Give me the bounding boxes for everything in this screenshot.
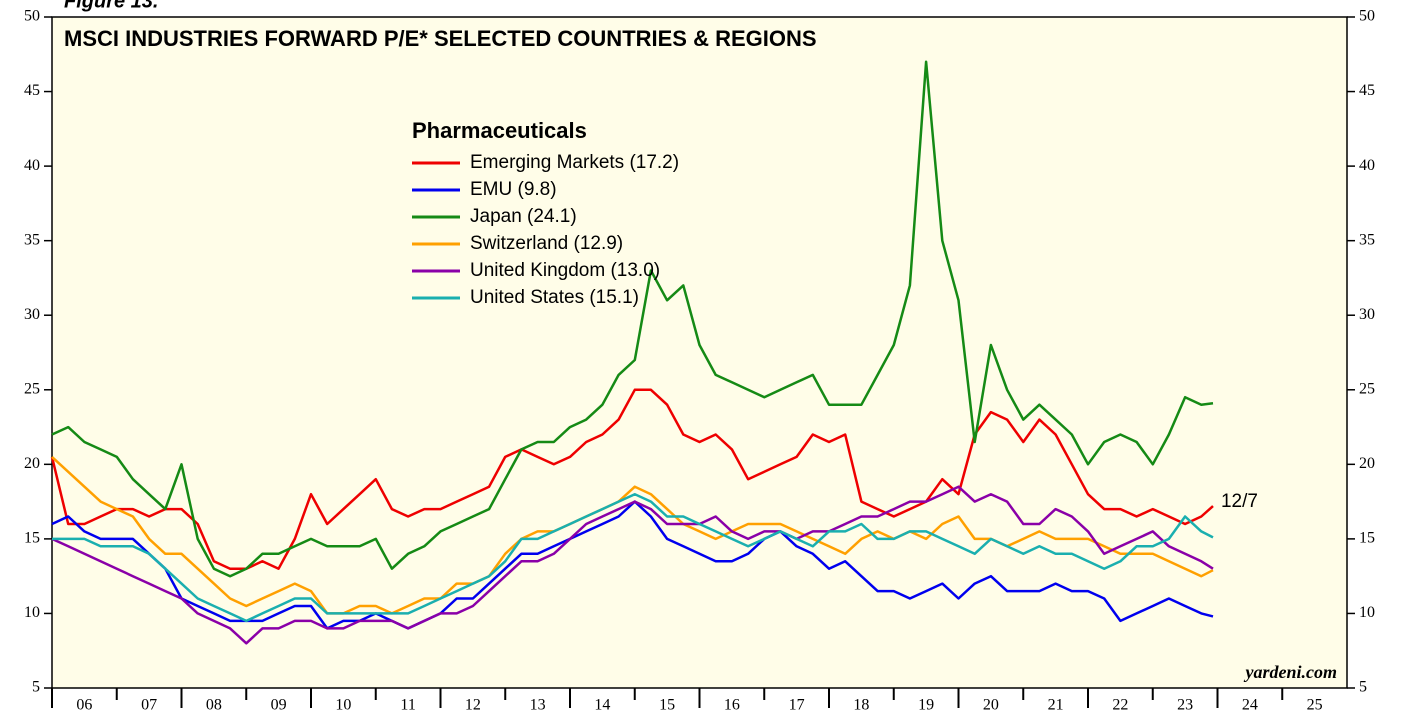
- y-tick-label: 50: [24, 8, 40, 25]
- legend-label: Emerging Markets (17.2): [470, 152, 679, 173]
- series-line: [51, 60, 1214, 578]
- y-tick-label: 10: [24, 604, 40, 621]
- legend-title: Pharmaceuticals: [412, 118, 587, 143]
- x-tick-label: 17: [789, 697, 805, 714]
- y-tick-label: 5: [32, 679, 40, 696]
- y2-tick-label: 40: [1359, 157, 1375, 174]
- x-tick-label: 09: [271, 697, 287, 714]
- series-line: [51, 455, 1214, 615]
- y-tick-label: 40: [24, 157, 40, 174]
- chart-title: MSCI INDUSTRIES FORWARD P/E* SELECTED CO…: [64, 26, 817, 51]
- y2-tick-label: 15: [1359, 530, 1375, 547]
- plot-area: [51, 16, 1348, 689]
- x-tick-label: 22: [1112, 697, 1128, 714]
- y2-tick-label: 5: [1359, 679, 1367, 696]
- y-tick-label: 20: [24, 455, 40, 472]
- y-tick-label: 35: [24, 231, 40, 248]
- y2-tick-label: 45: [1359, 82, 1375, 99]
- y2-tick-label: 20: [1359, 455, 1375, 472]
- x-tick-label: 19: [918, 697, 934, 714]
- x-tick-label: 06: [76, 697, 92, 714]
- x-tick-label: 13: [530, 697, 546, 714]
- x-tick-label: 07: [141, 697, 157, 714]
- x-tick-label: 15: [659, 697, 675, 714]
- series-line: [52, 492, 1214, 623]
- x-tick-label: 23: [1177, 697, 1193, 714]
- y2-tick-label: 50: [1359, 8, 1375, 25]
- x-tick-label: 25: [1307, 697, 1323, 714]
- x-tick-label: 11: [400, 697, 415, 714]
- x-tick-label: 14: [594, 697, 610, 714]
- y2-tick-label: 25: [1359, 380, 1375, 397]
- y2-tick-label: 30: [1359, 306, 1375, 323]
- x-tick-label: 21: [1048, 697, 1064, 714]
- annotation: 12/7: [1221, 491, 1258, 512]
- y-tick-label: 45: [24, 82, 40, 99]
- x-tick-label: 08: [206, 697, 222, 714]
- y2-tick-label: 10: [1359, 604, 1375, 621]
- y-tick-label: 15: [24, 530, 40, 547]
- legend-label: United States (15.1): [470, 287, 639, 308]
- x-tick-label: 18: [853, 697, 869, 714]
- figure-label: Figure 13.: [64, 0, 158, 12]
- legend-label: Japan (24.1): [470, 206, 577, 227]
- x-tick-label: 10: [335, 697, 351, 714]
- y2-tick-label: 35: [1359, 231, 1375, 248]
- x-tick-label: 16: [724, 697, 740, 714]
- x-tick-label: 12: [465, 697, 481, 714]
- source: yardeni.com: [1244, 662, 1338, 682]
- legend-label: Switzerland (12.9): [470, 233, 623, 254]
- x-tick-label: 20: [983, 697, 999, 714]
- y-tick-label: 30: [24, 306, 40, 323]
- y-tick-label: 25: [24, 380, 40, 397]
- x-tick-label: 24: [1242, 697, 1258, 714]
- legend-label: United Kingdom (13.0): [470, 260, 660, 281]
- legend-label: EMU (9.8): [470, 179, 557, 200]
- series-line: [51, 485, 1214, 645]
